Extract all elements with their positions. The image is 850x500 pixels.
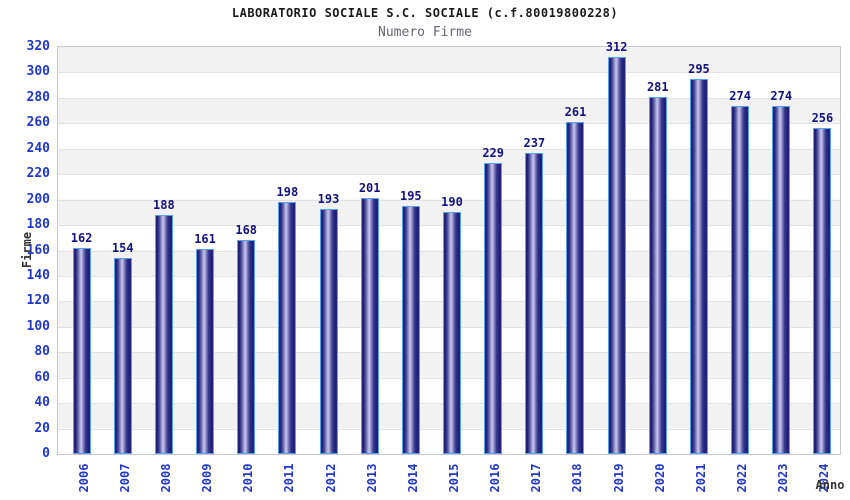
y-axis-tick-label: 240 <box>26 140 50 156</box>
bar-value-label: 274 <box>729 88 751 103</box>
bar-value-label: 312 <box>605 40 628 55</box>
bar-value-label: 229 <box>482 145 504 160</box>
bar-2012 <box>319 208 338 454</box>
x-axis-tick-label: 2022 <box>735 463 750 493</box>
y-axis-tick-label: 220 <box>26 166 50 182</box>
plot-area: 162 154 188 161 168 198 193 201 195 190 229 237 261 3… <box>57 40 841 455</box>
y-axis-tick-label: 300 <box>26 64 50 80</box>
x-axis-tick-label: 2019 <box>611 463 626 493</box>
bar-value-label: 281 <box>646 79 669 94</box>
bar-2015 <box>443 212 461 454</box>
bar-value-label: 161 <box>194 232 216 247</box>
y-axis-tick-label: 160 <box>26 242 50 258</box>
y-axis-tick-label: 20 <box>34 420 50 436</box>
y-axis-tick-label: 40 <box>34 395 50 411</box>
y-axis-tick-label: 260 <box>26 115 50 131</box>
y-axis-tick-label: 120 <box>26 293 50 309</box>
x-axis-tick-label: 2021 <box>693 463 708 493</box>
x-axis-tick-label: 2015 <box>447 463 461 493</box>
bar-value-label: 237 <box>523 135 546 150</box>
bar-2009 <box>196 249 215 454</box>
x-axis-tick-label: 2018 <box>570 463 585 493</box>
bar-2021 <box>689 78 708 454</box>
y-axis-tick-label: 280 <box>26 89 50 105</box>
bar-2016 <box>484 162 503 454</box>
x-axis-tick-label: 2014 <box>405 463 420 493</box>
x-axis-title: Anno <box>815 478 845 492</box>
bar-value-label: 274 <box>770 88 793 103</box>
bar-value-label: 198 <box>276 185 299 200</box>
y-axis-title: Firme <box>20 231 34 269</box>
x-axis-tick-label: 2013 <box>364 463 379 493</box>
x-axis-tick-label: 2023 <box>776 463 791 493</box>
bar-2006 <box>72 247 91 454</box>
y-axis-tick-label: 180 <box>26 217 50 233</box>
x-axis-tick-label: 2017 <box>529 463 544 493</box>
x-axis-tick-label: 2020 <box>652 463 667 493</box>
x-axis-tick-label: 2008 <box>158 463 173 493</box>
bar-value-label: 168 <box>235 223 258 238</box>
bar-value-label: 193 <box>317 191 340 206</box>
y-axis-tick-label: 140 <box>26 267 50 283</box>
bar-value-label: 201 <box>358 181 381 196</box>
bar-2014 <box>401 205 420 454</box>
bar-2024 <box>813 128 832 454</box>
bar-value-label: 195 <box>399 188 422 203</box>
x-axis-tick-label: 2012 <box>323 463 338 493</box>
gridline <box>58 72 840 74</box>
bar-2008 <box>154 214 173 454</box>
bar-value-label: 188 <box>153 197 175 212</box>
gridline <box>58 199 840 201</box>
bar-2023 <box>772 105 791 454</box>
bar-value-label: 162 <box>70 230 93 245</box>
bar-2018 <box>566 122 585 454</box>
bar-value-label: 154 <box>111 241 134 256</box>
y-axis-tick-label: 0 <box>42 446 50 461</box>
y-axis-tick-label: 100 <box>26 318 50 334</box>
bar-2020 <box>648 96 667 454</box>
bar-2007 <box>113 258 132 454</box>
bar-value-label: 190 <box>441 195 463 210</box>
bar-value-label: 261 <box>564 105 587 120</box>
x-axis-tick-label: 2007 <box>117 463 132 493</box>
gridline <box>58 97 840 99</box>
bar-value-label: 295 <box>688 61 710 76</box>
y-axis-tick-label: 320 <box>26 39 50 54</box>
gridline <box>58 123 840 125</box>
bar-2011 <box>278 202 297 454</box>
x-axis-tick-label: 2009 <box>200 463 215 493</box>
x-axis-tick-label: 2010 <box>241 463 256 493</box>
y-axis-tick-label: 200 <box>26 191 50 207</box>
bar-2019 <box>607 57 626 454</box>
bar-2013 <box>360 198 379 454</box>
bar-2022 <box>731 105 750 454</box>
bar-2017 <box>525 152 544 454</box>
chart-subtitle: Numero Firme <box>378 25 472 40</box>
gridline <box>58 148 840 150</box>
x-axis-tick-label: 2016 <box>488 463 503 493</box>
y-axis-tick-label: 80 <box>34 344 50 360</box>
y-axis-tick-label: 60 <box>34 369 50 385</box>
x-axis-tick-label: 2011 <box>282 463 297 493</box>
chart-title: LABORATORIO SOCIALE S.C. SOCIALE (c.f.80… <box>231 6 619 20</box>
bar-value-label: 256 <box>811 111 834 126</box>
x-axis-tick-label: 2006 <box>76 463 91 493</box>
gridline <box>58 174 840 176</box>
bar-2010 <box>237 240 256 454</box>
